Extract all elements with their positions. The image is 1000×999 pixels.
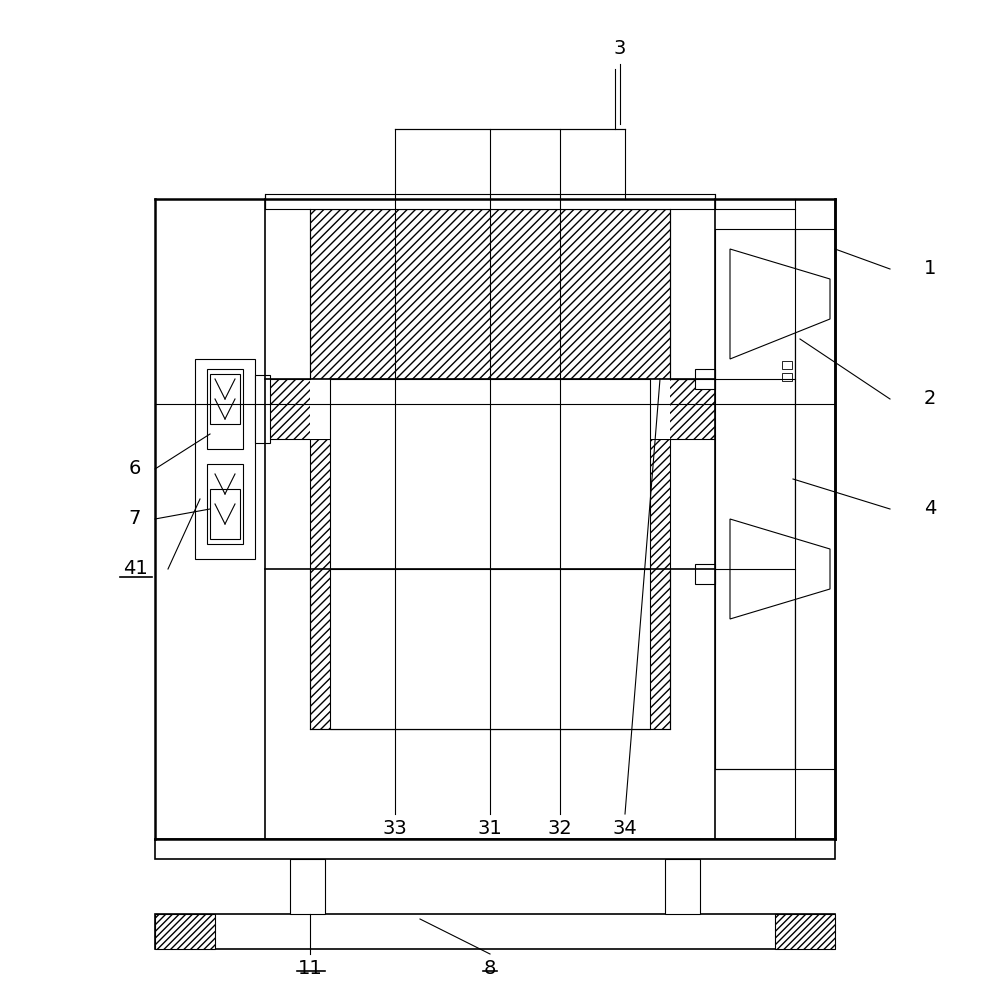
Text: 6: 6: [129, 460, 141, 479]
Text: 34: 34: [613, 819, 637, 838]
Text: 33: 33: [383, 819, 407, 838]
Text: 31: 31: [478, 819, 502, 838]
Bar: [155, 914, 215, 949]
Bar: [775, 914, 835, 949]
Bar: [310, 209, 670, 379]
Bar: [782, 361, 792, 369]
Bar: [207, 369, 243, 449]
Text: 2: 2: [924, 390, 936, 409]
Bar: [210, 374, 240, 424]
Bar: [155, 839, 835, 859]
Bar: [665, 859, 700, 914]
Bar: [330, 379, 650, 569]
Bar: [695, 564, 715, 584]
Text: 32: 32: [548, 819, 572, 838]
Bar: [715, 229, 795, 769]
Bar: [695, 369, 715, 389]
Text: 11: 11: [298, 959, 322, 978]
Bar: [265, 379, 715, 439]
Text: 1: 1: [924, 260, 936, 279]
Bar: [210, 489, 240, 539]
Polygon shape: [730, 249, 830, 359]
Bar: [290, 859, 325, 914]
Bar: [255, 375, 270, 443]
Bar: [207, 464, 243, 544]
Bar: [265, 194, 715, 209]
Bar: [195, 359, 255, 559]
Text: 3: 3: [614, 40, 626, 59]
Text: 8: 8: [484, 959, 496, 978]
Text: 41: 41: [123, 559, 147, 578]
Bar: [782, 566, 792, 574]
Text: 4: 4: [924, 500, 936, 518]
Bar: [330, 569, 650, 729]
Bar: [310, 379, 670, 439]
Text: 7: 7: [129, 509, 141, 528]
Polygon shape: [730, 519, 830, 619]
Bar: [782, 554, 792, 562]
Bar: [310, 439, 670, 729]
Bar: [155, 914, 835, 949]
Bar: [795, 229, 835, 769]
Bar: [782, 373, 792, 381]
